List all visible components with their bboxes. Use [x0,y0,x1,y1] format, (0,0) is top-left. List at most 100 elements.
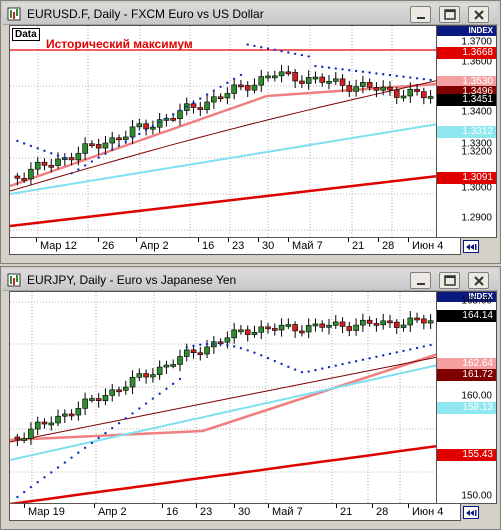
close-icon [474,276,484,286]
eurusd-candle [34,161,41,170]
eurjpy-candle [251,331,258,335]
eurjpy-psar-dot [131,412,134,415]
eurusd-title-bar[interactable]: EURUSD.F, Daily - FXCM Euro vs US Dollar [3,3,498,25]
eurusd-psar-dot [16,139,19,143]
eurjpy-price-tick: 165.00 [461,295,492,307]
eurusd-candle [156,119,163,128]
maximize-icon [444,275,456,286]
eurusd-candle [109,137,116,144]
eurjpy-psar-dot [192,344,195,347]
eurusd-psar-dot [212,89,216,92]
eurjpy-date-tick: 21 [340,506,353,518]
eurusd-candle [251,84,258,91]
eurjpy-psar-dot [232,345,236,348]
scroll-to-end-icon [466,510,477,516]
minimize-button[interactable] [410,272,431,289]
eurusd-candle [366,82,373,88]
eurusd-price-plot[interactable]: Data Исторический максимум [9,25,437,238]
eurusd-candle [272,75,278,79]
eurusd-psar-dot [144,128,148,132]
eurjpy-candle [312,323,319,327]
eurusd-price-tick: 1.2900 [461,212,492,224]
eurjpy-psar-dot [185,346,188,349]
eurusd-psar-dot [165,117,168,120]
eurjpy-psar-dot [178,377,182,381]
eurusd-candle [129,126,136,138]
close-button[interactable] [468,272,489,289]
eurjpy-candle [190,349,197,353]
eurjpy-psar-dot [300,370,304,374]
eurjpy-price-plot[interactable] [9,291,437,504]
eurjpy-candle [265,326,271,330]
eurusd-chart-window: EURUSD.F, Daily - FXCM Euro vs US Dollar… [0,0,501,264]
eurusd-price-tag: 1.3530 [437,76,496,88]
eurjpy-candle [421,318,427,324]
eurjpy-candle [89,398,95,401]
eurusd-psar-dot [395,74,398,78]
eurusd-date-tick-mark [198,238,199,242]
eurjpy-candle [272,328,278,331]
eurjpy-candle [224,337,231,343]
maximize-button[interactable] [439,6,460,23]
eurusd-psar-dot [409,76,412,79]
eurjpy-psar-dot [199,343,202,346]
eurusd-price-tick: 1.3300 [461,138,492,150]
eurusd-date-tick-mark [408,238,409,242]
eurjpy-price-tag: 162.64 [437,358,496,370]
eurusd-candle [258,76,265,86]
eurusd-psar-dot [239,73,243,77]
eurusd-psar-dot [199,97,202,100]
eurusd-price-tag: 1.3312 [437,126,496,138]
eurjpy-date-tick-mark [162,504,163,508]
scroll-stub [1,504,9,521]
eurjpy-candle [299,330,305,334]
eurusd-ma-mid [10,80,436,192]
eurusd-candle [278,71,285,77]
index-label: INDEX [437,26,496,36]
eurusd-candle [393,89,400,98]
close-button[interactable] [468,6,489,23]
eurusd-candle [41,161,48,166]
eurusd-psar-dot [151,124,155,128]
eurjpy-date-tick-mark [372,504,373,508]
eurjpy-date-axis: Мар 19 Апр 2 16 23 30 Май 7 21 28 Июн 4 [9,504,461,521]
eurusd-date-tick-mark [348,238,349,242]
eurusd-candle [217,96,224,100]
eurusd-candle [82,143,88,154]
eurjpy-candle [339,321,346,327]
eurjpy-psar-dot [165,387,168,391]
eurjpy-date-tick-mark [408,504,409,508]
eurusd-price-axis[interactable]: INDEX 1.3700 1.3600 1.3400 1.3300 1.3200 1.30… [437,25,497,238]
scroll-to-end-button[interactable] [463,506,479,519]
eurusd-psar-dot [111,148,114,151]
eurjpy-candle [244,329,251,335]
maximize-button[interactable] [439,272,460,289]
eurusd-psar-dot [56,154,60,157]
minimize-button[interactable] [410,6,431,23]
eurusd-date-tick: 21 [352,240,365,252]
eurusd-candle [21,178,27,181]
eurjpy-price-axis[interactable]: INDEX 165.00 160.00 150.00 164.14 162.64 161.… [437,291,497,504]
eurusd-psar-dot [138,132,141,136]
eurjpy-candle [332,321,339,326]
eurusd-psar-dot [266,47,270,50]
eurusd-date-tick-mark [228,238,229,242]
eurjpy-price-tag: 161.72 [437,369,496,381]
eurusd-psar-dot [226,81,229,85]
eurjpy-title-bar[interactable]: EURJPY, Daily - Euro vs Japanese Yen [3,269,498,291]
eurjpy-price-tag: 158.13 [437,402,496,414]
scroll-to-end-button[interactable] [463,240,479,253]
eurjpy-psar-dot [124,417,127,420]
eurjpy-candle [380,320,386,326]
eurusd-candle [170,118,176,121]
eurusd-candle [190,103,197,108]
eurjpy-candle [177,356,183,365]
eurjpy-psar-dot [97,436,100,440]
eurjpy-ma-slow [10,364,436,461]
eurusd-date-tick-mark [288,238,289,242]
eurjpy-candle [143,373,149,378]
eurjpy-candle [122,386,129,391]
eurjpy-psar-dot [144,402,148,405]
eurjpy-psar-dot [395,351,398,354]
eurusd-candle [421,91,427,99]
